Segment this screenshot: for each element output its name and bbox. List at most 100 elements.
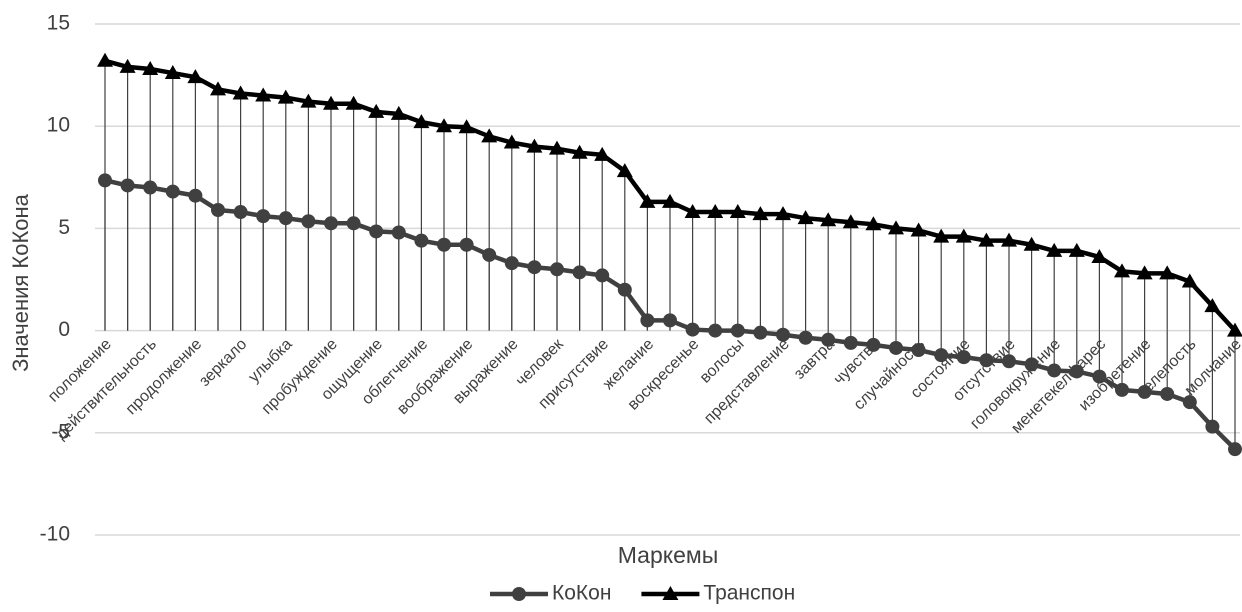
point (233, 205, 248, 220)
point (346, 216, 361, 231)
point (549, 140, 565, 155)
point (1137, 384, 1152, 399)
point (1091, 249, 1108, 264)
point (775, 206, 791, 221)
point (165, 184, 180, 199)
point (798, 330, 813, 345)
point (437, 237, 451, 252)
point (120, 178, 135, 193)
point (1002, 354, 1016, 369)
y-tick-label: -5 (51, 420, 70, 443)
point (729, 204, 746, 219)
point (707, 204, 724, 219)
y-tick-label: -10 (40, 523, 70, 546)
category-labels: положениедействительностьпродолжениезерк… (45, 335, 1242, 443)
point (391, 225, 406, 240)
point (911, 343, 926, 358)
point (616, 163, 633, 178)
point (684, 204, 701, 219)
point (955, 228, 972, 243)
point (888, 220, 904, 235)
point (324, 216, 338, 231)
point (323, 95, 339, 110)
point (459, 237, 474, 252)
y-tick-label: 10 (47, 114, 70, 137)
point (639, 193, 656, 208)
point (526, 138, 543, 153)
point (708, 323, 723, 338)
point (390, 105, 407, 120)
point (232, 85, 249, 100)
point (527, 260, 542, 275)
point (345, 95, 362, 110)
point (753, 325, 768, 340)
point (188, 188, 203, 203)
point (866, 337, 881, 352)
point (187, 69, 204, 84)
point (1069, 364, 1084, 379)
point (1092, 369, 1107, 384)
y-axis-title: Значения КоКона (8, 193, 33, 372)
point (1046, 242, 1063, 257)
point (752, 206, 769, 221)
point (978, 232, 995, 247)
point (277, 89, 294, 104)
point (640, 313, 655, 328)
point (300, 93, 317, 108)
point (301, 214, 316, 229)
point (1181, 273, 1198, 288)
point (119, 58, 136, 73)
y-tick-label: 15 (47, 12, 70, 35)
point (571, 144, 588, 159)
y-tick-label: 5 (58, 216, 70, 239)
point (1204, 298, 1221, 313)
point (865, 216, 882, 231)
x-axis-title: Маркемы (618, 542, 718, 568)
point (776, 327, 790, 342)
point (956, 350, 971, 365)
point (933, 228, 950, 243)
point (1024, 357, 1039, 372)
series (97, 52, 1242, 457)
y-tick-label: 0 (58, 318, 70, 341)
point (1023, 236, 1040, 251)
point (797, 210, 814, 225)
point (211, 203, 225, 218)
point (594, 146, 611, 161)
point (481, 128, 498, 143)
point (482, 247, 497, 262)
point (1228, 442, 1242, 457)
point (97, 52, 113, 67)
point (164, 65, 181, 80)
point (210, 81, 226, 96)
point (278, 211, 293, 226)
point (1115, 382, 1129, 397)
point (436, 118, 452, 133)
point (368, 103, 385, 118)
point (512, 587, 526, 601)
point (1114, 263, 1130, 278)
point (1001, 232, 1017, 247)
point (821, 332, 836, 347)
point (617, 282, 632, 297)
point (662, 586, 679, 600)
point (255, 87, 272, 102)
point (843, 335, 858, 350)
point (910, 222, 927, 237)
point (730, 323, 745, 338)
drop-lines (104, 60, 1236, 450)
point (413, 114, 430, 129)
point (98, 173, 112, 188)
point (503, 134, 520, 149)
x-tick-label: представление (701, 336, 793, 428)
point (842, 214, 859, 229)
point (1205, 419, 1220, 434)
point (934, 348, 949, 363)
point (685, 322, 700, 337)
point (1182, 395, 1197, 410)
point (414, 233, 429, 248)
point (256, 209, 271, 224)
point (550, 262, 564, 277)
